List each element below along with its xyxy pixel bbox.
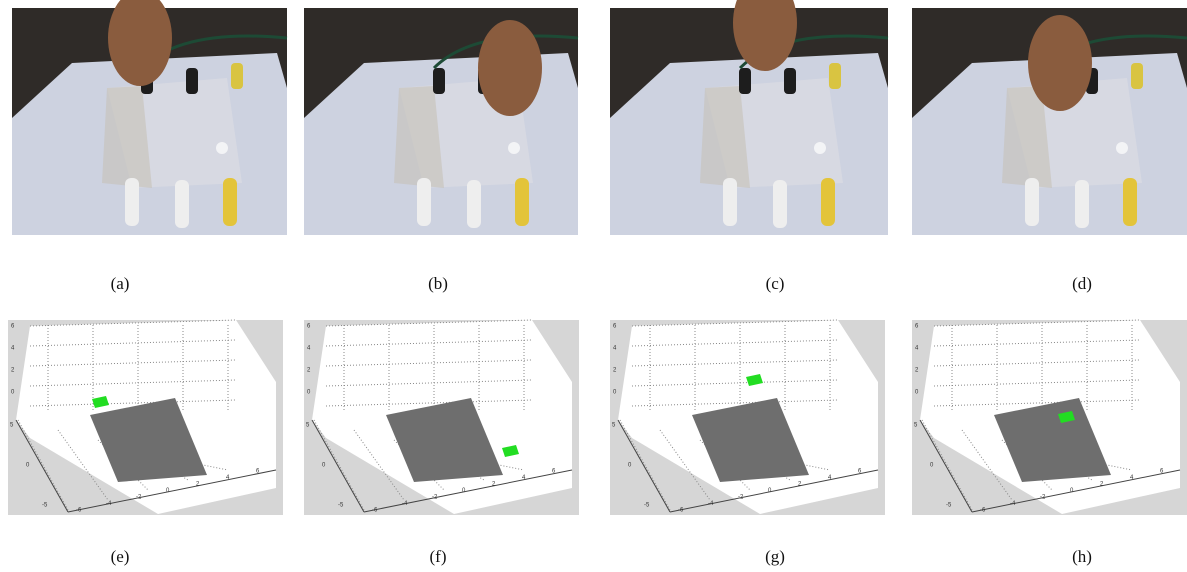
panel-label: (b) (428, 274, 448, 293)
x-tick-label: -2 (432, 495, 438, 501)
x-tick-label: -6 (372, 508, 378, 514)
y-tick-label: -5 (42, 503, 48, 509)
clip (186, 68, 198, 94)
panel-label: (h) (1072, 547, 1092, 566)
x-tick-label: -6 (76, 508, 82, 514)
x-tick-label: -2 (1040, 495, 1046, 501)
clip (829, 63, 841, 89)
panel-label: (g) (765, 547, 785, 566)
clip (1025, 178, 1039, 226)
x-tick-label: -4 (106, 501, 112, 507)
clip (467, 180, 481, 228)
clip (175, 180, 189, 228)
photo (304, 8, 578, 235)
glare (814, 142, 826, 154)
x-tick-label: -4 (1010, 501, 1016, 507)
y-tick-label: -5 (946, 503, 952, 509)
x-tick-label: -6 (678, 508, 684, 514)
clip (739, 68, 751, 94)
clip (231, 63, 243, 89)
hand (478, 20, 542, 116)
y-tick-label: -5 (338, 503, 344, 509)
figure: 642050-5-6-4-20246642050-5-6-4-202466420… (0, 0, 1187, 572)
clip (723, 178, 737, 226)
glare (216, 142, 228, 154)
clip (1075, 180, 1089, 228)
clip (784, 68, 796, 94)
panel-label: (e) (111, 547, 130, 566)
clip (515, 178, 529, 226)
clip (223, 178, 237, 226)
x-tick-label: -2 (738, 495, 744, 501)
glare (1116, 142, 1128, 154)
panel-label: (a) (111, 274, 130, 293)
clip (1123, 178, 1137, 226)
clip (773, 180, 787, 228)
x-tick-label: -6 (980, 508, 986, 514)
panel-label: (f) (430, 547, 447, 566)
clip (125, 178, 139, 226)
x-tick-label: -2 (136, 495, 142, 501)
clip (1131, 63, 1143, 89)
plot: 642050-5-6-4-20246 (304, 320, 579, 515)
panel-label: (c) (766, 274, 785, 293)
glare (508, 142, 520, 154)
photo (12, 0, 287, 235)
photo (912, 8, 1187, 235)
y-tick-label: -5 (644, 503, 650, 509)
x-tick-label: -4 (402, 501, 408, 507)
clip (821, 178, 835, 226)
photo (610, 0, 888, 235)
clip (417, 178, 431, 226)
plot: 642050-5-6-4-20246 (912, 320, 1187, 515)
clip (433, 68, 445, 94)
x-tick-label: -4 (708, 501, 714, 507)
hand (1028, 15, 1092, 111)
panel-label: (d) (1072, 274, 1092, 293)
